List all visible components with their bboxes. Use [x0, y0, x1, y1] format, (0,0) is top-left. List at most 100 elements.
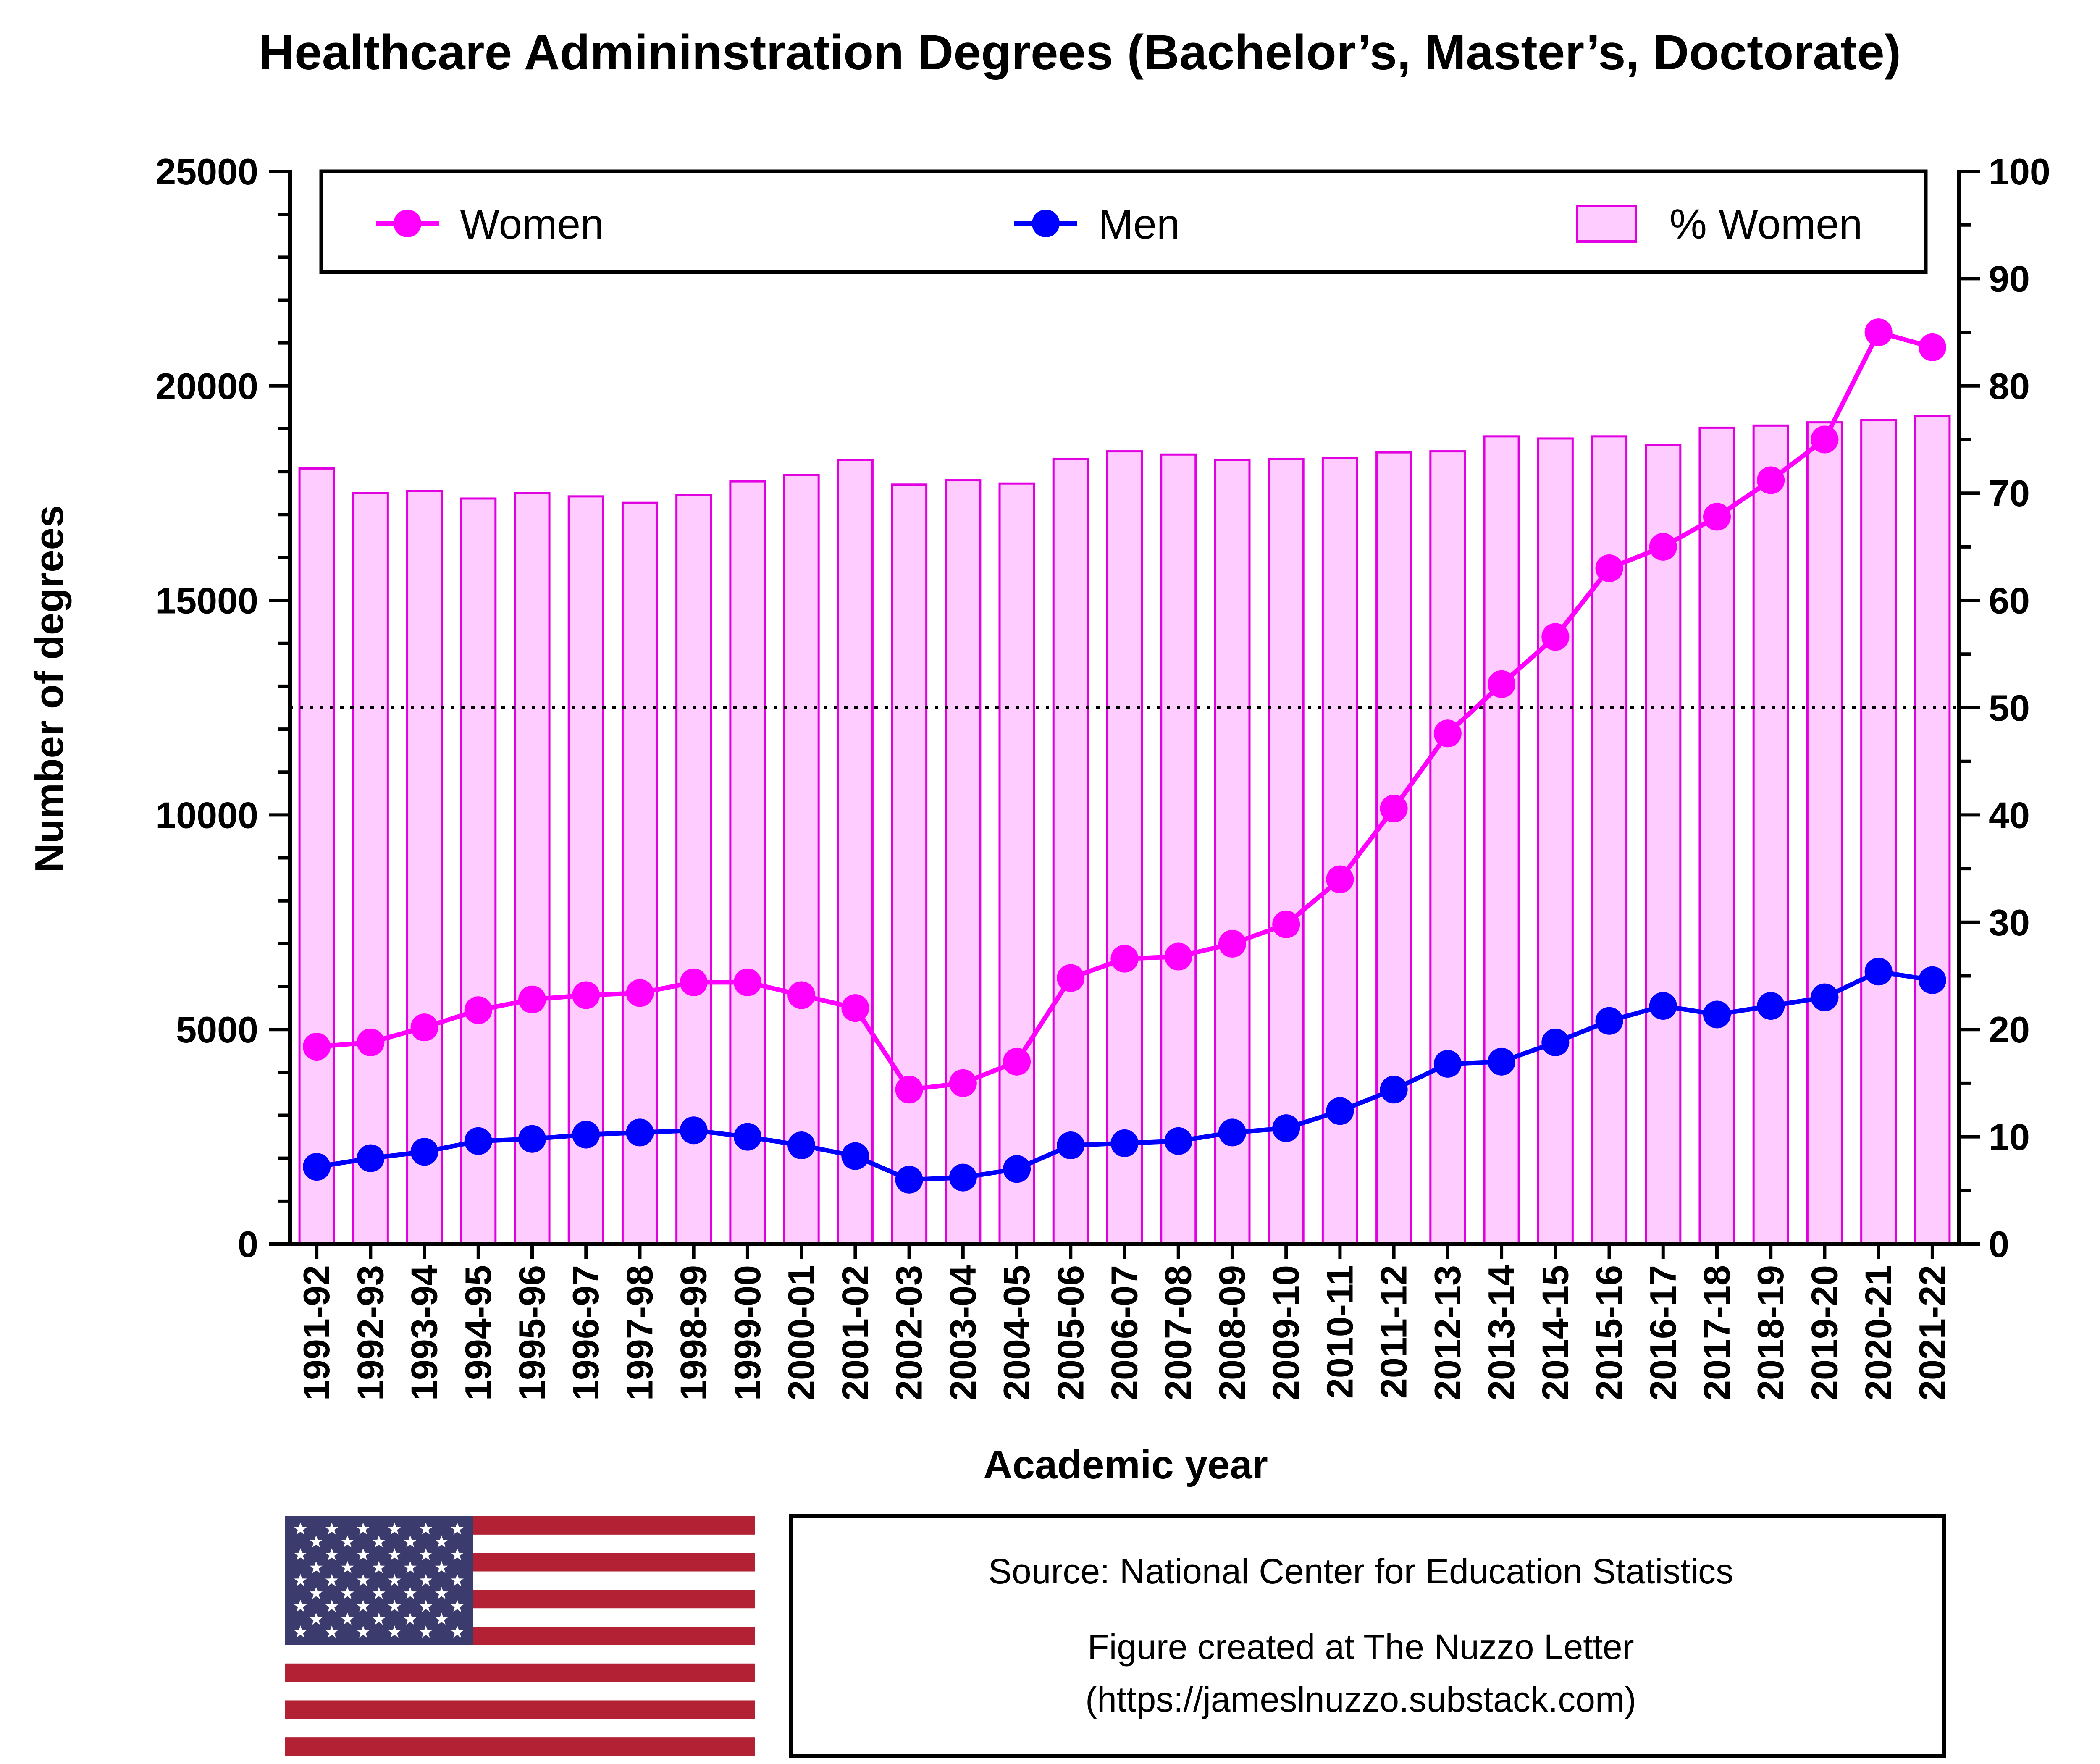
bar-pct-women-2014-15 — [1537, 437, 1574, 1245]
x-tick-label: 2014-15 — [1534, 1265, 1576, 1401]
point-men-2019-20 — [1811, 983, 1839, 1011]
point-women-2001-02 — [841, 994, 869, 1022]
right-tick-label: 90 — [1989, 258, 2030, 299]
point-men-2001-02 — [841, 1142, 869, 1170]
x-tick-label: 2007-08 — [1158, 1265, 1199, 1401]
point-men-2003-04 — [949, 1163, 977, 1192]
point-women-2014-15 — [1541, 623, 1570, 651]
flag-star-icon — [388, 1599, 401, 1612]
point-men-2006-07 — [1110, 1129, 1139, 1157]
bar-pct-women-2020-21 — [1860, 419, 1897, 1245]
x-tick-label: 2012-13 — [1427, 1265, 1468, 1401]
point-men-2021-22 — [1918, 966, 1946, 994]
source-box: Source: National Center for Education St… — [789, 1514, 1946, 1758]
x-tick-label: 2005-06 — [1050, 1265, 1091, 1401]
point-women-2010-11 — [1326, 865, 1354, 893]
right-tick-label: 80 — [1989, 365, 2030, 407]
x-tick-label: 2006-07 — [1104, 1265, 1145, 1401]
x-tick-label: 2004-05 — [996, 1265, 1037, 1401]
y-axis-label-right: % Women — [2095, 593, 2100, 785]
legend-box — [319, 169, 1928, 274]
legend: Women Men % Women — [319, 169, 1928, 274]
bar-pct-women-1991-92 — [298, 467, 335, 1245]
right-tick-label: 40 — [1989, 794, 2030, 836]
flag-star-icon — [325, 1574, 339, 1586]
point-women-2008-09 — [1218, 929, 1246, 958]
flag-star-icon — [372, 1535, 386, 1548]
point-women-2004-05 — [1003, 1047, 1031, 1076]
x-tick-label: 2015-16 — [1588, 1265, 1630, 1401]
flag-star-icon — [451, 1625, 464, 1638]
bar-pct-women-1995-96 — [514, 492, 551, 1245]
bar-pct-women-2003-04 — [945, 479, 982, 1245]
chart-title: Healthcare Admininstration Degrees (Bach… — [259, 25, 1901, 80]
right-tick-label: 10 — [1989, 1116, 2030, 1158]
point-women-2003-04 — [949, 1069, 977, 1097]
point-women-1993-94 — [410, 1013, 438, 1042]
x-tick-label: 2010-11 — [1319, 1265, 1360, 1399]
right-axis-ticks: 0 10 20 30 40 50 60 70 80 90 100 — [1959, 151, 2050, 1265]
x-tick-label: 2017-18 — [1696, 1265, 1738, 1401]
point-women-2002-03 — [895, 1076, 923, 1104]
x-tick-label: 2009-10 — [1265, 1265, 1307, 1401]
y-axis-label-left: Number of degrees — [27, 505, 72, 873]
bar-pct-women-2019-20 — [1806, 421, 1843, 1245]
point-women-2006-07 — [1110, 945, 1139, 973]
us-flag-icon — [285, 1516, 755, 1756]
point-women-1999-00 — [733, 968, 761, 996]
point-women-1994-95 — [464, 996, 492, 1024]
flag-star-icon — [341, 1587, 354, 1599]
bar-pct-women-2012-13 — [1429, 450, 1466, 1245]
figure-credit-url: (https://jameslnuzzo.substack.com) — [1085, 1680, 1636, 1719]
flag-stripe — [285, 1737, 755, 1756]
x-tick-label: 1999-00 — [727, 1265, 768, 1401]
bar-pct-women-2017-18 — [1698, 426, 1735, 1245]
flag-star-icon — [451, 1548, 464, 1560]
bars-layer — [298, 415, 1951, 1245]
bar-pct-women-2006-07 — [1106, 450, 1143, 1245]
left-tick-label: 15000 — [155, 580, 258, 622]
bar-pct-women-2013-14 — [1483, 435, 1520, 1245]
flag-star-icon — [388, 1522, 401, 1535]
flag-star-icon — [404, 1535, 417, 1548]
point-women-2018-19 — [1757, 466, 1785, 494]
point-women-2000-01 — [788, 981, 816, 1009]
flag-star-icon — [310, 1561, 323, 1573]
point-men-1992-93 — [357, 1144, 385, 1172]
point-women-2011-12 — [1380, 795, 1408, 823]
point-men-2005-06 — [1057, 1131, 1085, 1160]
flag-star-icon — [325, 1599, 339, 1612]
flag-stripe — [285, 1700, 755, 1719]
flag-star-icon — [419, 1548, 433, 1560]
flag-star-icon — [325, 1548, 339, 1560]
right-tick-label: 20 — [1989, 1009, 2030, 1050]
flag-star-icon — [310, 1535, 323, 1548]
source-line: Source: National Center for Education St… — [988, 1551, 1733, 1591]
point-men-1995-96 — [518, 1125, 546, 1153]
point-men-2018-19 — [1757, 992, 1785, 1020]
point-men-2000-01 — [788, 1131, 816, 1160]
point-men-1993-94 — [410, 1138, 438, 1166]
flag-star-icon — [294, 1599, 307, 1612]
flag-stripe — [285, 1719, 755, 1738]
left-tick-label: 0 — [238, 1223, 258, 1265]
point-women-2017-18 — [1703, 503, 1731, 531]
flag-star-icon — [419, 1599, 433, 1612]
x-tick-label: 2003-04 — [942, 1265, 984, 1401]
figure-credit-line: Figure created at The Nuzzo Letter — [1087, 1627, 1634, 1667]
point-men-1991-92 — [303, 1153, 331, 1181]
flag-stripe — [285, 1645, 755, 1664]
point-men-1998-99 — [680, 1116, 708, 1144]
bar-pct-women-2005-06 — [1052, 457, 1089, 1245]
legend-pct-label: % Women — [1670, 201, 1862, 248]
flag-star-icon — [294, 1574, 307, 1586]
bar-pct-women-1992-93 — [352, 492, 389, 1245]
flag-star-icon — [419, 1522, 433, 1535]
lines-layer — [303, 318, 1946, 1194]
flag-star-icon — [372, 1561, 386, 1573]
point-men-2010-11 — [1326, 1097, 1354, 1125]
flag-star-icon — [310, 1612, 323, 1625]
flag-stripe — [285, 1682, 755, 1701]
x-tick-label: 1997-98 — [619, 1265, 660, 1401]
